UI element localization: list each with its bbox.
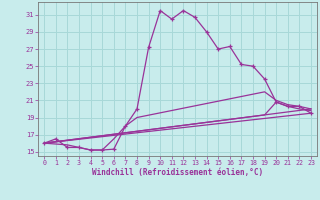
X-axis label: Windchill (Refroidissement éolien,°C): Windchill (Refroidissement éolien,°C)	[92, 168, 263, 177]
